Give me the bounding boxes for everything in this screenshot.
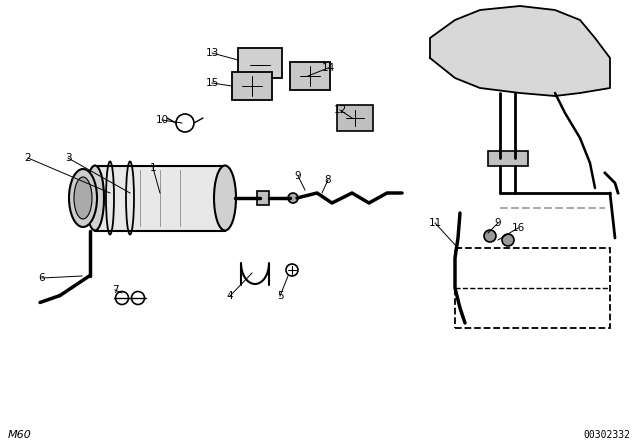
- Text: 5: 5: [276, 291, 284, 301]
- Polygon shape: [430, 6, 610, 96]
- Ellipse shape: [214, 165, 236, 231]
- Bar: [95, 165, 225, 231]
- Text: 9: 9: [495, 218, 501, 228]
- Text: 11: 11: [428, 218, 442, 228]
- Bar: [488, 151, 528, 166]
- Text: 14: 14: [321, 63, 335, 73]
- Text: 3: 3: [65, 153, 71, 163]
- Text: 13: 13: [205, 48, 219, 58]
- Bar: [232, 72, 272, 100]
- Bar: [238, 48, 282, 78]
- Text: 16: 16: [511, 223, 525, 233]
- Bar: [290, 62, 330, 90]
- Ellipse shape: [74, 177, 92, 219]
- Text: 7: 7: [112, 285, 118, 295]
- Text: 10: 10: [156, 115, 168, 125]
- Text: 2: 2: [25, 153, 31, 163]
- Ellipse shape: [86, 165, 104, 231]
- Text: M60: M60: [8, 430, 32, 440]
- Text: 00302332: 00302332: [583, 430, 630, 440]
- Text: 9: 9: [294, 171, 301, 181]
- Bar: [455, 248, 610, 328]
- Bar: [257, 191, 269, 205]
- Text: 4: 4: [227, 291, 234, 301]
- Text: 1: 1: [150, 163, 156, 173]
- Text: 8: 8: [324, 175, 332, 185]
- Circle shape: [502, 234, 514, 246]
- Text: 15: 15: [205, 78, 219, 88]
- Ellipse shape: [288, 193, 298, 203]
- Text: 12: 12: [333, 105, 347, 115]
- Ellipse shape: [69, 169, 97, 227]
- Circle shape: [484, 230, 496, 242]
- Text: 6: 6: [38, 273, 45, 283]
- Bar: [337, 105, 373, 131]
